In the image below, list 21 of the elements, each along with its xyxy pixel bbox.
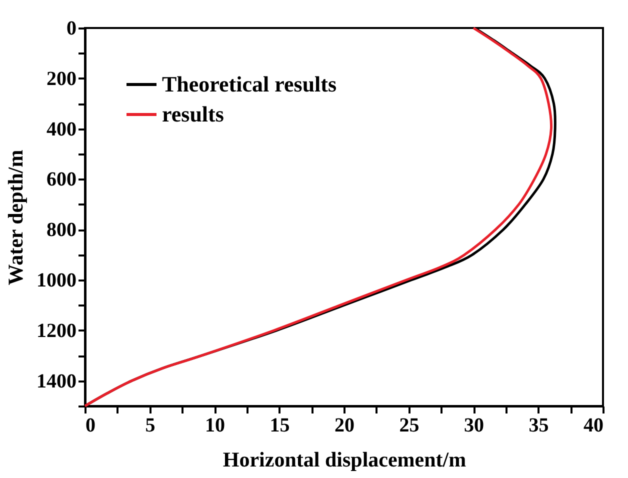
x-tick-label: 35 xyxy=(528,414,549,436)
legend-label: Theoretical results xyxy=(162,72,337,96)
y-tick-label: 1000 xyxy=(36,270,76,292)
y-tick-label: 1200 xyxy=(36,320,76,342)
y-tick-label: 1400 xyxy=(36,370,76,392)
y-axis-title: Water depth/m xyxy=(4,149,28,286)
x-tick-label: 10 xyxy=(205,414,225,436)
y-tick-label: 800 xyxy=(46,219,76,242)
x-tick-label: 0 xyxy=(86,414,96,436)
y-tick-label: 200 xyxy=(46,68,76,90)
x-tick-label: 15 xyxy=(270,414,290,436)
x-axis-title: Horizontal displacement/m xyxy=(222,448,467,472)
x-tick-label: 25 xyxy=(399,414,420,436)
x-tick-label: 5 xyxy=(145,414,156,436)
y-tick-label: 0 xyxy=(66,18,76,40)
y-tick-label: 400 xyxy=(46,118,76,140)
x-tick-label: 20 xyxy=(334,414,354,436)
legend-label: results xyxy=(162,102,224,126)
x-tick-label: 30 xyxy=(464,414,484,436)
x-tick-label: 40 xyxy=(584,414,604,436)
y-tick-label: 600 xyxy=(46,168,76,191)
